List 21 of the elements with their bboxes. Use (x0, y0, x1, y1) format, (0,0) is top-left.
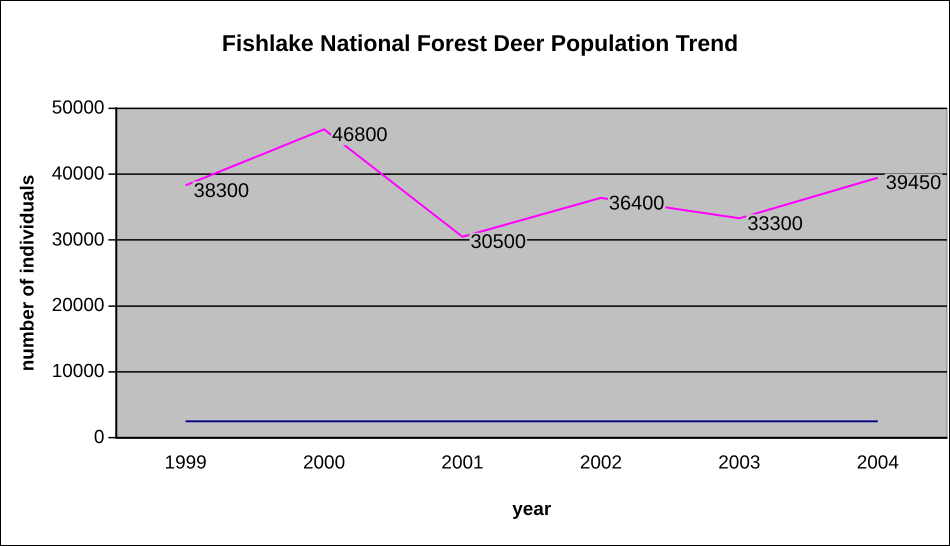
y-tick-label: 40000 (52, 163, 104, 184)
data-label: 46800 (332, 124, 388, 146)
data-label: 30500 (470, 231, 526, 254)
data-label: 33300 (747, 212, 803, 235)
x-tick-label: 2004 (856, 452, 899, 474)
x-tick-label: 2001 (441, 452, 484, 474)
y-axis-title: number of individuals (18, 174, 39, 372)
x-axis-title: year (512, 498, 552, 520)
y-tick-label: 10000 (52, 361, 104, 382)
x-tick-label: 1999 (164, 452, 207, 474)
x-tick-label: 2003 (718, 452, 760, 474)
y-tick-label: 20000 (52, 295, 104, 316)
chart-title: Fishlake National Forest Deer Population Trend (222, 30, 738, 56)
y-tick-label: 30000 (52, 229, 104, 250)
data-label: 36400 (608, 192, 664, 214)
y-tick-label: 0 (94, 427, 104, 448)
y-tick-label: 50000 (52, 97, 104, 118)
x-tick-label: 2000 (302, 452, 346, 474)
x-tick-label: 2002 (580, 452, 622, 474)
data-label: 38300 (194, 180, 250, 202)
data-label: 39450 (886, 172, 942, 194)
